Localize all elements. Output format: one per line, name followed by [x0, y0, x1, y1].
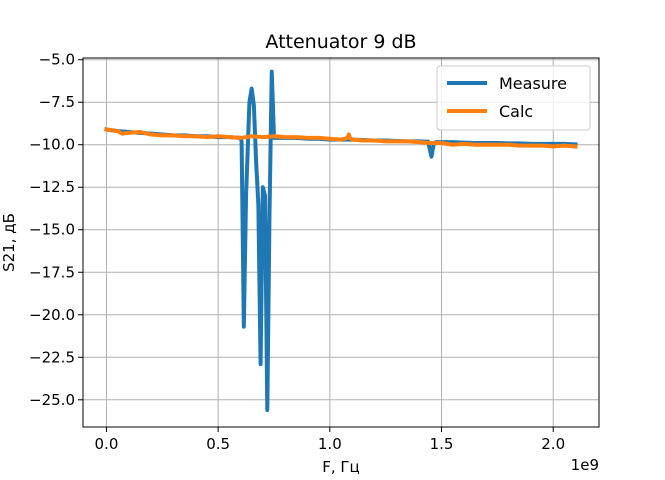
plot-frame: [82, 57, 600, 428]
x-tick-label: 0.5: [206, 435, 230, 453]
y-tick-label: −12.5: [29, 178, 75, 196]
series-line-calc: [104, 127, 578, 149]
x-axis-label: F, Гц: [322, 458, 360, 476]
y-tick-label: −20.0: [29, 306, 75, 324]
y-axis-label: S21, дБ: [0, 213, 18, 272]
legend: Measure Calc: [436, 65, 591, 131]
series-layer: [104, 69, 578, 412]
y-tick-label: −5.0: [39, 51, 75, 69]
legend-label-calc: Calc: [499, 102, 533, 121]
x-tick-label: 0.0: [95, 435, 119, 453]
x-tick-label: 1.0: [318, 435, 342, 453]
grid-layer: [83, 58, 599, 427]
chart-title: Attenuator 9 dB: [265, 31, 416, 53]
y-tick-label: −22.5: [29, 348, 75, 366]
y-tick-label: −10.0: [29, 136, 75, 154]
x-tick-label: 1.5: [430, 435, 454, 453]
y-tick-label: −25.0: [29, 391, 75, 409]
y-tick-label: −15.0: [29, 221, 75, 239]
y-tick-label: −7.5: [39, 93, 75, 111]
tick-layer: 0.0 0.5 1.0 1.5 2.0 −5.0 −7.5 −10.0 −12.5 −15.0 −1…: [29, 51, 565, 453]
x-tick-label: 2.0: [541, 435, 565, 453]
y-tick-label: −17.5: [29, 263, 75, 281]
x-offset-label: 1e9: [571, 456, 599, 474]
legend-label-measure: Measure: [499, 74, 567, 93]
